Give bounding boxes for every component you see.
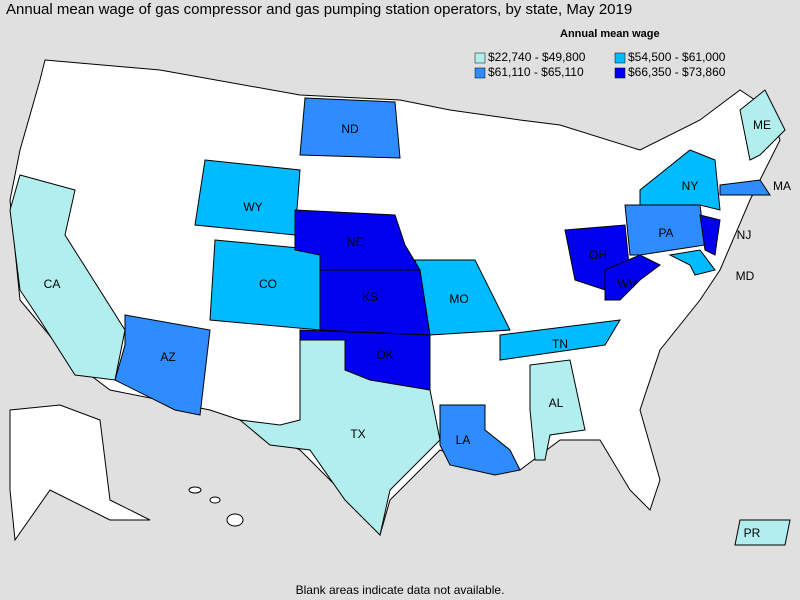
state xyxy=(624,204,706,256)
state-label: CA xyxy=(44,277,61,291)
state xyxy=(439,404,521,476)
state xyxy=(529,359,586,461)
state-label: WY xyxy=(243,200,262,214)
state-label: OH xyxy=(589,248,607,262)
state-label: PA xyxy=(658,226,673,240)
state-label: MA xyxy=(773,179,791,193)
legend-label: $22,740 - $49,800 xyxy=(488,50,586,64)
state-label: TN xyxy=(552,337,568,351)
state xyxy=(299,329,431,391)
hawaii xyxy=(188,486,202,494)
state-label: NJ xyxy=(737,228,752,242)
state xyxy=(739,89,786,161)
legend-swatch xyxy=(474,52,486,64)
alaska xyxy=(9,404,151,542)
state xyxy=(719,179,771,196)
state-label: LA xyxy=(456,433,471,447)
title: Annual mean wage of gas compressor and g… xyxy=(6,1,632,18)
state-label: MD xyxy=(736,269,755,283)
hawaii xyxy=(226,513,244,527)
legend-title: Annual mean wage xyxy=(560,28,660,40)
state xyxy=(9,174,126,381)
legend-label: $66,350 - $73,860 xyxy=(628,65,726,79)
state xyxy=(194,159,301,236)
state xyxy=(299,97,401,159)
state-label: AZ xyxy=(160,350,175,364)
state-label: TX xyxy=(350,427,365,441)
note: Blank areas indicate data not available. xyxy=(296,583,505,597)
state xyxy=(499,319,621,361)
legend-swatch xyxy=(614,67,626,79)
state-label: CO xyxy=(259,277,277,291)
state xyxy=(734,519,791,546)
state-label: MO xyxy=(449,292,468,306)
state-label: ME xyxy=(753,118,771,132)
state-label: KS xyxy=(362,290,378,304)
legend-swatch xyxy=(474,67,486,79)
state xyxy=(668,249,716,276)
legend-label: $61,110 - $65,110 xyxy=(488,65,584,79)
legend-label: $54,500 - $61,000 xyxy=(628,50,726,64)
state-label: WV xyxy=(617,277,636,291)
state xyxy=(114,314,211,416)
state-label: ND xyxy=(341,122,359,136)
legend-swatch xyxy=(614,52,626,64)
state-label: NY xyxy=(682,179,699,193)
state-label: PR xyxy=(744,526,761,540)
state xyxy=(699,214,721,256)
hawaii xyxy=(209,496,221,504)
state xyxy=(604,254,661,301)
state-label: NE xyxy=(347,235,364,249)
state-label: AL xyxy=(549,396,564,410)
state-label: OK xyxy=(376,348,393,362)
